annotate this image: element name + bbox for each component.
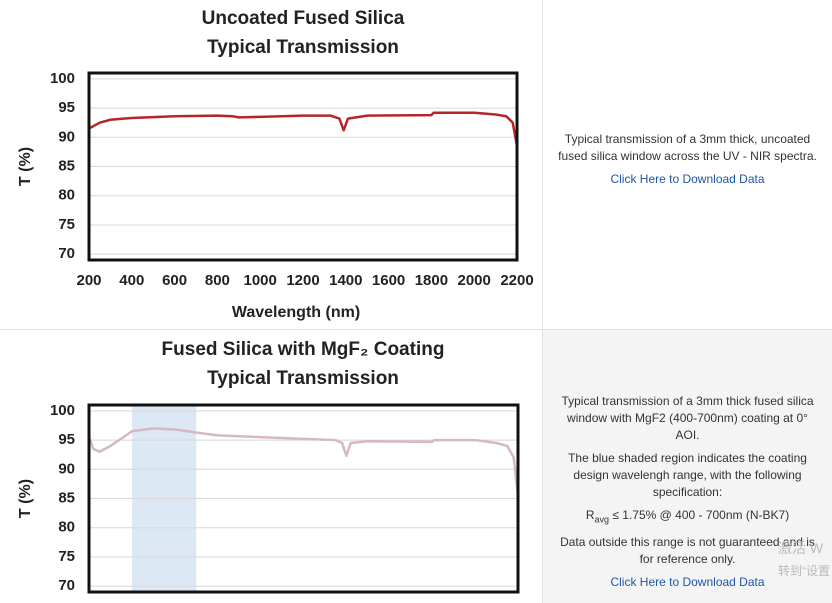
charts: Uncoated Fused Silica Typical Transmissio… bbox=[17, 8, 533, 594]
x-tick-label: 1800 bbox=[415, 272, 448, 289]
y-axis-label: T (%) bbox=[17, 147, 34, 186]
y-tick-label: 75 bbox=[58, 548, 75, 565]
y-tick-label: 100 bbox=[50, 70, 75, 87]
note: Data outside this range is not guarantee… bbox=[560, 535, 815, 567]
watermark: 激活 W bbox=[778, 540, 824, 556]
chart-title: Uncoated Fused Silica bbox=[202, 8, 405, 29]
x-tick-label: 600 bbox=[162, 272, 187, 289]
y-tick-label: 95 bbox=[58, 99, 75, 116]
y-tick-label: 85 bbox=[58, 157, 75, 174]
download-link[interactable]: Click Here to Download Data bbox=[610, 575, 765, 590]
x-tick-label: 2000 bbox=[458, 272, 491, 289]
y-tick-label: 85 bbox=[58, 489, 75, 506]
line bbox=[88, 111, 519, 147]
spec-symbol: R bbox=[585, 508, 595, 522]
x-tick-label: 1000 bbox=[244, 272, 277, 289]
x-tick-label: 2200 bbox=[500, 272, 533, 289]
y-tick-label: 80 bbox=[58, 187, 75, 204]
v-divider bbox=[542, 0, 543, 603]
x-tick-label: 1600 bbox=[372, 272, 405, 289]
y-tick-label: 80 bbox=[58, 519, 75, 536]
x-tick-label: 400 bbox=[119, 272, 144, 289]
y-tick-label: 100 bbox=[50, 402, 75, 419]
spec-subscript: avg bbox=[594, 514, 609, 525]
chart-title: Typical Transmission bbox=[207, 37, 399, 58]
y-tick-label: 90 bbox=[58, 128, 75, 145]
download-link[interactable]: Click Here to Download Data bbox=[610, 172, 765, 186]
x-tick-label: 800 bbox=[205, 272, 230, 289]
x-tick-label: 1200 bbox=[286, 272, 319, 289]
description: The blue shaded region indicates the coa… bbox=[568, 451, 807, 499]
x-tick-label: 1400 bbox=[329, 272, 362, 289]
y-tick-label: 70 bbox=[58, 245, 75, 262]
y-axis-label: T (%) bbox=[17, 479, 34, 518]
description: Typical transmission of a 3mm thick, unc… bbox=[558, 132, 817, 163]
y-tick-label: 95 bbox=[58, 431, 75, 448]
x-axis-label: Wavelength (nm) bbox=[232, 304, 360, 321]
y-tick-label: 70 bbox=[58, 577, 75, 594]
spec-text: ≤ 1.75% @ 400 - 700nm (N-BK7) bbox=[612, 508, 790, 522]
description-panel: Typical transmission of a 3mm thick fuse… bbox=[543, 393, 832, 597]
line bbox=[87, 427, 520, 496]
description: Typical transmission of a 3mm thick fuse… bbox=[561, 394, 814, 442]
plot-frame bbox=[87, 403, 520, 594]
spec: Ravg ≤ 1.75% @ 400 - 700nm (N-BK7) bbox=[557, 507, 818, 528]
h-divider bbox=[0, 329, 832, 330]
chart-title: Fused Silica with MgF₂ Coating bbox=[162, 339, 445, 360]
chart-title: Typical Transmission bbox=[207, 368, 399, 389]
plot-frame bbox=[87, 71, 519, 262]
y-tick-label: 75 bbox=[58, 216, 75, 233]
x-tick-label: 200 bbox=[76, 272, 101, 289]
description-panel: Typical transmission of a 3mm thick, unc… bbox=[543, 131, 832, 194]
y-tick-label: 90 bbox=[58, 460, 75, 477]
watermark: 转到“设置 bbox=[778, 564, 830, 578]
right-bg-bottom bbox=[543, 330, 832, 603]
